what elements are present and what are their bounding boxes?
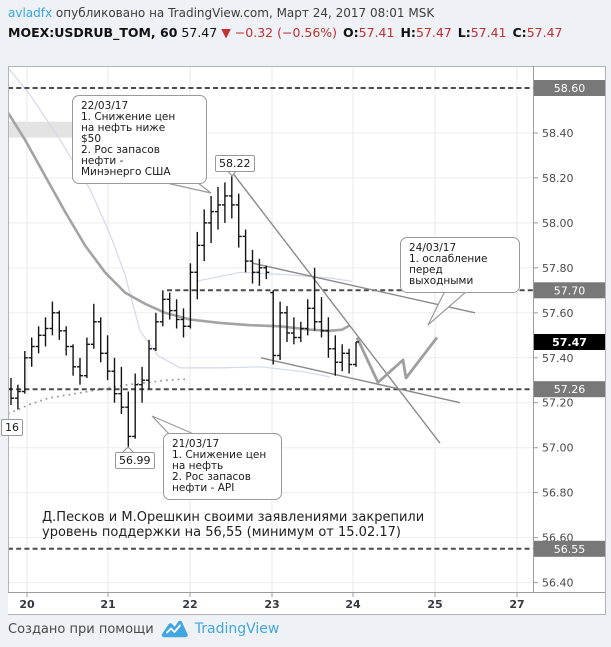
callout-22-03[interactable]: 22/03/17 1. Снижение цен на нефть ниже $… xyxy=(72,95,207,184)
svg-text:57.80: 57.80 xyxy=(542,262,574,275)
created-with-text: Создано при помощи xyxy=(8,621,154,637)
svg-text:58.00: 58.00 xyxy=(542,217,574,230)
svg-text:58.60: 58.60 xyxy=(554,82,586,95)
high-label: H: xyxy=(400,25,416,40)
svg-text:24: 24 xyxy=(345,598,361,611)
low-price-label: 56.99 xyxy=(115,452,155,469)
close-label: C: xyxy=(512,25,527,40)
svg-text:56.40: 56.40 xyxy=(542,577,574,590)
tradingview-logo-icon[interactable] xyxy=(161,620,188,638)
svg-text:57.70: 57.70 xyxy=(554,284,586,297)
svg-text:57.20: 57.20 xyxy=(542,397,574,410)
low-value: 57.41 xyxy=(470,25,507,40)
symbol-title: MOEX:USDRUB_TOM, 60 xyxy=(8,25,178,40)
svg-text:27: 27 xyxy=(509,598,524,611)
svg-text:57.40: 57.40 xyxy=(542,352,574,365)
svg-text:58.40: 58.40 xyxy=(542,127,574,140)
high-price-label: 58.22 xyxy=(215,155,255,172)
high-value: 57.47 xyxy=(415,25,452,40)
price-chart[interactable]: 58.40 58.20 58.00 57.80 57.60 57.40 57.20 57.00… xyxy=(1,66,606,615)
low-label: L: xyxy=(457,25,471,40)
author-link[interactable]: avladfx xyxy=(8,6,53,20)
svg-text:21: 21 xyxy=(100,598,115,611)
svg-text:57.00: 57.00 xyxy=(542,442,574,455)
tradingview-link[interactable]: TradingView xyxy=(194,621,280,637)
svg-text:23: 23 xyxy=(264,598,279,611)
close-value: 57.47 xyxy=(526,25,563,40)
byline-text: опубликовано на TradingView.com, Март 24… xyxy=(52,6,435,20)
truncated-label: 16 xyxy=(1,419,23,436)
symbol-info-line: MOEX:USDRUB_TOM, 60 57.47 ▼ −0.32 (−0.56%)… xyxy=(8,25,562,40)
last-price: 57.47 xyxy=(181,25,218,40)
open-value: 57.41 xyxy=(358,25,395,40)
callout-24-03[interactable]: 24/03/17 1. ослабление перед выходными xyxy=(400,237,520,293)
open-label: O: xyxy=(343,25,359,40)
svg-text:57.60: 57.60 xyxy=(542,307,574,320)
support-note: Д.Песков и М.Орешкин своими заявлениями … xyxy=(42,510,425,540)
footer: Создано при помощи TradingView xyxy=(8,620,279,638)
svg-text:20: 20 xyxy=(19,598,35,611)
svg-text:56.55: 56.55 xyxy=(554,543,586,556)
byline: avladfx опубликовано на TradingView.com,… xyxy=(8,6,434,20)
svg-text:22: 22 xyxy=(182,598,197,611)
svg-text:56.80: 56.80 xyxy=(542,487,574,500)
callout-21-03[interactable]: 21/03/17 1. Снижение цен на нефть 2. Рос… xyxy=(163,433,282,500)
price-change: −0.32 (−0.56%) xyxy=(234,25,338,40)
svg-text:57.26: 57.26 xyxy=(554,383,586,396)
down-triangle-icon: ▼ xyxy=(221,25,231,40)
svg-text:58.20: 58.20 xyxy=(542,172,574,185)
svg-text:57.47: 57.47 xyxy=(552,336,587,349)
svg-text:25: 25 xyxy=(427,598,442,611)
